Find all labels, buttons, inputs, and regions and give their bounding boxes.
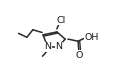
Text: N: N <box>55 42 62 51</box>
Text: OH: OH <box>85 33 99 42</box>
Text: N: N <box>44 42 51 51</box>
Text: O: O <box>76 51 83 60</box>
Text: Cl: Cl <box>56 16 66 25</box>
